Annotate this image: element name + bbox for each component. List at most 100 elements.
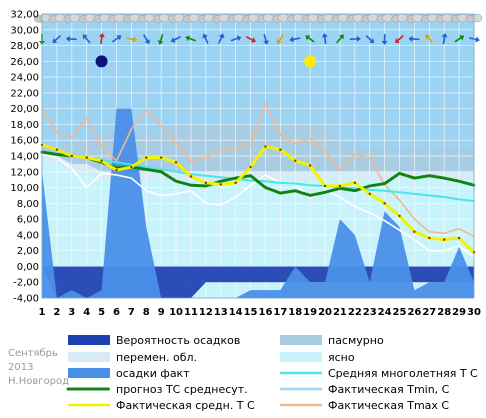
wind-arrow-head bbox=[82, 34, 88, 40]
wind-arrow-icon bbox=[82, 34, 91, 44]
y-tick-label: 24,00 bbox=[10, 73, 39, 84]
x-tick-label: 2 bbox=[53, 307, 60, 318]
cloud-puff bbox=[39, 13, 51, 23]
legend-item: пасмурно bbox=[280, 334, 384, 347]
cloud-puff bbox=[397, 13, 408, 23]
wind-arrow-head bbox=[369, 38, 375, 44]
actual-mean-point bbox=[383, 202, 386, 205]
legend-label: Фактическая Tmax C bbox=[328, 399, 449, 412]
legend-item: Средняя многолетняя Т С bbox=[280, 367, 478, 380]
y-axis: -4,00 -2,00 0,00 2,00 4,00 6,00 8,00 10,00 12,00… bbox=[10, 10, 39, 305]
plot-area bbox=[33, 13, 483, 299]
actual-mean-point bbox=[457, 236, 461, 240]
actual-mean-point bbox=[189, 175, 193, 178]
wind-arrow-head bbox=[144, 39, 150, 45]
actual-mean-point bbox=[115, 169, 118, 172]
x-tick-label: 22 bbox=[348, 307, 362, 318]
wind-arrow-icon bbox=[349, 35, 361, 42]
actual-mean-point bbox=[338, 184, 342, 188]
cloud-puff bbox=[382, 13, 393, 23]
actual-mean-point bbox=[159, 156, 163, 159]
wind-arrow-icon bbox=[321, 33, 328, 45]
x-tick-label: 11 bbox=[184, 307, 198, 318]
actual-mean-point bbox=[353, 181, 357, 185]
cloud-puff bbox=[144, 13, 155, 23]
legend-label: пасмурно bbox=[328, 334, 384, 347]
x-tick-label: 23 bbox=[363, 307, 377, 318]
wind-arrow-head bbox=[116, 35, 122, 41]
cloud-icon bbox=[78, 13, 95, 23]
wind-arrow-icon bbox=[395, 35, 404, 44]
y-tick-label: 16,00 bbox=[10, 136, 39, 147]
actual-mean-point bbox=[428, 236, 431, 240]
x-tick-label: 4 bbox=[83, 307, 90, 318]
x-axis: 1 2 3 4 5 6 7 8 9 10 11 12 13 14 15 16 17 18 19 20 21 22 23 24 2… bbox=[39, 307, 481, 318]
cloud-puff bbox=[367, 13, 378, 23]
wind-arrow-icon bbox=[454, 35, 465, 43]
cloud-icon bbox=[376, 13, 393, 23]
legend-swatch bbox=[68, 352, 110, 362]
x-tick-label: 15 bbox=[244, 307, 258, 318]
actual-mean-point bbox=[100, 159, 103, 162]
legend-label: прогноз ТС среднесут. bbox=[116, 383, 248, 396]
legend-label: Средняя многолетняя Т С bbox=[328, 367, 478, 380]
x-tick-label: 25 bbox=[393, 307, 407, 318]
cloud-icon bbox=[123, 13, 140, 23]
plot-frame bbox=[41, 13, 475, 299]
actual-mean-point bbox=[294, 159, 297, 162]
y-tick-label: 12,00 bbox=[10, 167, 39, 178]
cloud-puff bbox=[427, 13, 438, 23]
wind-arrow-icon bbox=[408, 35, 420, 42]
y-tick-label: 32,00 bbox=[10, 10, 39, 21]
cloud-puff bbox=[278, 13, 289, 23]
actual-mean-point bbox=[368, 192, 371, 196]
legend-item: осадки факт bbox=[68, 367, 190, 380]
actual-mean-point bbox=[145, 156, 148, 159]
wind-arrow-icon bbox=[305, 35, 315, 43]
wind-arrow-icon bbox=[157, 33, 164, 45]
cloud-icon bbox=[286, 13, 304, 23]
actual-mean-point bbox=[234, 181, 237, 185]
legend-label: Фактическая средн. Т С bbox=[116, 399, 255, 412]
legend-item: Фактическая Tmin, С bbox=[280, 383, 450, 396]
wind-arrow-icon bbox=[441, 33, 448, 45]
cloud-puff bbox=[173, 13, 185, 23]
actual-mean-point bbox=[249, 165, 252, 169]
wind-arrow-head bbox=[65, 35, 71, 42]
x-tick-label: 24 bbox=[378, 307, 392, 318]
wind-arrow-head bbox=[305, 35, 311, 41]
actual-mean-point bbox=[398, 214, 401, 218]
cloud-icon bbox=[346, 13, 364, 23]
x-tick-label: 28 bbox=[437, 307, 451, 318]
wind-arrow-head bbox=[356, 35, 361, 42]
x-tick-label: 19 bbox=[303, 307, 317, 318]
x-tick-label: 9 bbox=[158, 307, 165, 318]
legend-label: Фактическая Tmin, С bbox=[328, 383, 450, 396]
wind-arrow-head bbox=[52, 38, 58, 44]
wind-arrow-head bbox=[98, 33, 105, 38]
wind-arrow-icon bbox=[98, 33, 105, 45]
cloud-puff bbox=[456, 13, 468, 23]
x-tick-label: 8 bbox=[143, 307, 150, 318]
cloud-puff bbox=[248, 13, 259, 23]
wind-arrow-icon bbox=[381, 33, 388, 45]
caption-month: Сентябрь bbox=[8, 348, 58, 359]
actual-mean-point bbox=[279, 148, 282, 151]
y-tick-label: 18,00 bbox=[10, 120, 39, 131]
actual-mean-point bbox=[55, 148, 59, 151]
tmax-line bbox=[41, 101, 475, 238]
x-tick-label: 5 bbox=[98, 307, 105, 318]
y-tick-label: 10,00 bbox=[10, 183, 39, 194]
y-tick-label: 22,00 bbox=[10, 88, 39, 99]
cloud-icon bbox=[242, 13, 259, 23]
cloud-icon bbox=[450, 13, 468, 23]
cloud-puff bbox=[233, 13, 244, 23]
wind-arrow-icon bbox=[65, 35, 77, 42]
actual-mean-point bbox=[85, 156, 88, 159]
legend-swatch bbox=[280, 352, 322, 362]
wind-arrow-head bbox=[157, 40, 164, 45]
cloud-icon bbox=[331, 13, 349, 23]
actual-mean-point bbox=[323, 184, 327, 188]
wind-arrow-icon bbox=[245, 35, 256, 43]
cloud-puff bbox=[263, 13, 274, 23]
